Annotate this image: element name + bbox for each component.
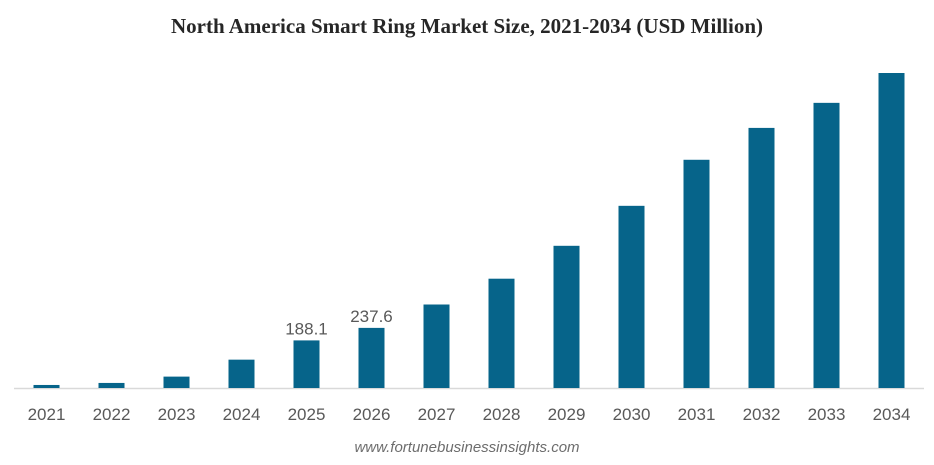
bar-2032: [748, 127, 775, 388]
chart-title: North America Smart Ring Market Size, 20…: [171, 14, 763, 38]
bar-2029: [553, 245, 580, 388]
data-label-2025: 188.1: [285, 319, 328, 338]
data-label-2026: 237.6: [350, 307, 393, 326]
source-credit: www.fortunebusinessinsights.com: [354, 439, 580, 456]
bar-2022: [98, 382, 125, 388]
bar-2021: [33, 384, 60, 388]
x-tick-label-2026: 2026: [353, 405, 391, 424]
bar-2026: [358, 327, 385, 388]
x-tick-label-2021: 2021: [28, 405, 66, 424]
x-tick-label-2023: 2023: [158, 405, 196, 424]
bar-2028: [488, 278, 515, 388]
x-tick-label-2031: 2031: [678, 405, 716, 424]
x-tick-label-2030: 2030: [613, 405, 651, 424]
x-tick-label-2028: 2028: [483, 405, 521, 424]
bar-2024: [228, 359, 255, 388]
x-tick-label-2027: 2027: [418, 405, 456, 424]
x-tick-label-2033: 2033: [808, 405, 846, 424]
bar-2030: [618, 205, 645, 388]
x-tick-label-2024: 2024: [223, 405, 261, 424]
bar-2025: [293, 340, 320, 388]
bar-2033: [813, 102, 840, 389]
x-tick-label-2025: 2025: [288, 405, 326, 424]
x-tick-label-2034: 2034: [873, 405, 911, 424]
bar-2023: [163, 376, 190, 388]
x-tick-label-2029: 2029: [548, 405, 586, 424]
bar-2027: [423, 304, 450, 388]
x-tick-label-2032: 2032: [743, 405, 781, 424]
bar-2034: [878, 73, 905, 388]
x-tick-label-2022: 2022: [93, 405, 131, 424]
bar-2031: [683, 159, 710, 388]
